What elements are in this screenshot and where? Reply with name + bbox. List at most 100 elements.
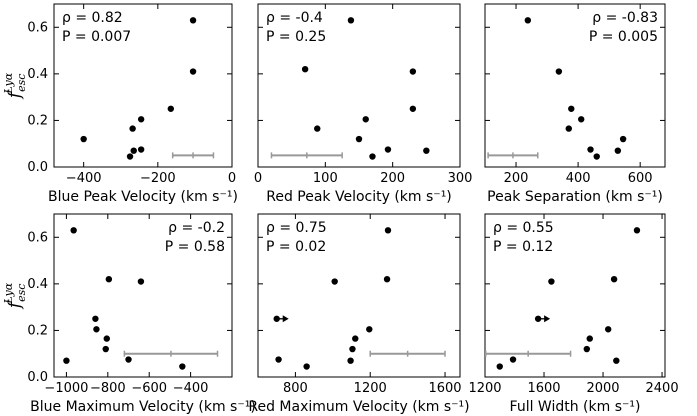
y-axis-label-text: fescLyα [2, 72, 28, 100]
x-tick-label: 1200 [354, 381, 387, 396]
data-point [273, 315, 280, 322]
x-tick-label: −800 [90, 381, 126, 396]
plot-frame [484, 3, 666, 168]
data-point [578, 116, 585, 123]
data-point [366, 326, 373, 333]
x-tick-label: −400 [173, 381, 209, 396]
data-point [92, 315, 99, 322]
data-point [179, 363, 186, 370]
data-point [189, 68, 197, 75]
x-tick-label: 1200 [468, 381, 501, 396]
p-value-annotation: P = 0.007 [62, 29, 131, 45]
data-point [70, 227, 77, 234]
data-point [93, 326, 100, 333]
data-point [423, 147, 430, 154]
data-point [314, 125, 321, 132]
data-point [347, 357, 354, 364]
x-axis-label: Red Maximum Velocity (km s⁻¹) [248, 399, 469, 415]
panel-6: 1200 1600 2000 2400 Full Width (km s⁻¹) ρ = 0… [468, 213, 679, 415]
data-point [565, 125, 572, 132]
x-tick-label: −600 [131, 381, 167, 396]
y-label-sub: esc [15, 74, 28, 92]
x-tick-label: 600 [628, 171, 653, 186]
x-tick-label: −200 [140, 171, 176, 186]
x-tick-label: 200 [504, 171, 529, 186]
rho-annotation: ρ = -0.2 [168, 220, 225, 236]
plot-frame [53, 3, 233, 168]
panel-2: 0 100 200 300 Red Peak Velocity (km s⁻¹) ρ = … [254, 3, 472, 205]
data-point [633, 227, 641, 234]
data-point [125, 356, 132, 363]
data-point [409, 105, 417, 112]
data-point [331, 278, 338, 285]
data-point [102, 345, 109, 353]
x-axis-label: Red Peak Velocity (km s⁻¹) [266, 189, 452, 205]
data-point [355, 135, 363, 143]
data-point [129, 125, 136, 132]
data-point [619, 135, 627, 143]
p-value-annotation: P = 0.02 [266, 239, 326, 255]
y-tick-label: 0.2 [27, 323, 48, 338]
data-point [362, 116, 369, 123]
plot-frame [257, 3, 461, 168]
y-tick-label: 0.2 [27, 113, 48, 128]
data-point [384, 146, 392, 153]
data-point [614, 147, 622, 154]
lower-limit-arrow-head [544, 315, 551, 323]
data-point [189, 17, 197, 24]
rho-annotation: ρ = -0.4 [266, 10, 323, 26]
y-label-main: f [5, 299, 25, 310]
data-point [587, 146, 594, 153]
data-point [586, 335, 593, 342]
y-tick-label: 0.4 [27, 67, 48, 82]
x-tick-label: 1600 [428, 381, 461, 396]
y-axis-label-text: fescLyα [2, 282, 28, 310]
plot-frame [257, 213, 461, 378]
plot-frame [53, 213, 233, 378]
y-tick-label: 0.6 [27, 20, 48, 35]
data-point [347, 17, 355, 24]
y-label-sub: esc [15, 284, 28, 302]
plot-frame [484, 213, 666, 378]
y-label-sup: Lyα [2, 282, 15, 304]
data-point [568, 105, 575, 112]
data-point [524, 17, 532, 24]
data-point [167, 105, 175, 112]
data-point [496, 363, 503, 370]
x-tick-label: 200 [380, 171, 405, 186]
y-label-main: f [5, 89, 25, 100]
data-point [593, 153, 600, 160]
x-tick-label: 1600 [527, 381, 560, 396]
x-tick-label: −400 [66, 171, 102, 186]
x-axis-label: Peak Separation (km s⁻¹) [487, 189, 663, 205]
y-axis-label: fescLyα [2, 282, 28, 310]
data-point [137, 116, 145, 123]
data-point [105, 276, 113, 283]
rho-annotation: ρ = 0.75 [266, 220, 327, 236]
panel-3: 200 400 600 Peak Separation (km s⁻¹) ρ = -0.… [484, 3, 666, 205]
y-axis-label: fescLyα [2, 72, 28, 100]
data-point [583, 345, 591, 353]
x-tick-label: 2000 [586, 381, 619, 396]
rho-annotation: ρ = -0.83 [592, 10, 658, 26]
p-value-annotation: P = 0.12 [493, 239, 553, 255]
x-axis-label: Blue Maximum Velocity (km s⁻¹) [30, 399, 256, 415]
y-tick-label: 0.4 [27, 277, 48, 292]
data-point [383, 276, 391, 283]
x-tick-label: 100 [313, 171, 338, 186]
data-point [555, 68, 563, 75]
data-point [303, 363, 310, 370]
rho-annotation: ρ = 0.82 [62, 10, 123, 26]
data-point [137, 278, 145, 285]
data-point [349, 345, 356, 353]
data-point [352, 335, 359, 342]
data-point [548, 278, 555, 285]
y-tick-label: 0.0 [27, 370, 48, 385]
y-tick-label: 0.0 [27, 160, 48, 175]
data-point [604, 326, 612, 333]
data-point [63, 357, 70, 364]
data-point [509, 356, 517, 363]
y-tick-label: 0.6 [27, 230, 48, 245]
data-point [384, 227, 392, 234]
